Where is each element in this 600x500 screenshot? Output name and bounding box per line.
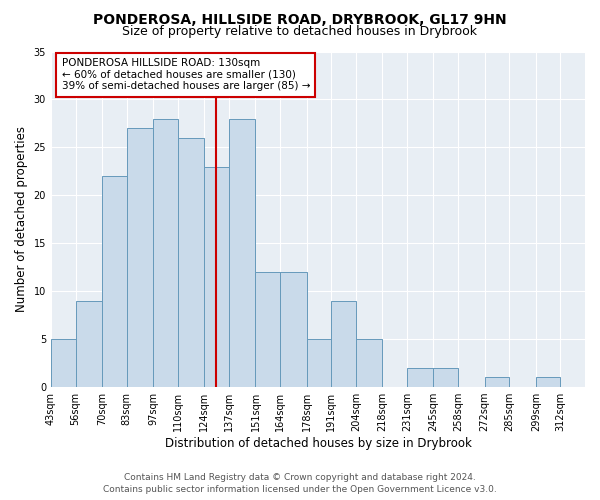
Bar <box>256 272 280 387</box>
Text: Size of property relative to detached houses in Drybrook: Size of property relative to detached ho… <box>122 25 478 38</box>
Bar <box>102 176 127 387</box>
Bar <box>178 138 205 387</box>
Bar <box>536 378 560 387</box>
Bar <box>76 301 102 387</box>
Bar <box>407 368 433 387</box>
Bar <box>51 339 76 387</box>
Bar <box>331 301 356 387</box>
Bar <box>433 368 458 387</box>
X-axis label: Distribution of detached houses by size in Drybrook: Distribution of detached houses by size … <box>164 437 472 450</box>
Bar <box>127 128 153 387</box>
Text: PONDEROSA, HILLSIDE ROAD, DRYBROOK, GL17 9HN: PONDEROSA, HILLSIDE ROAD, DRYBROOK, GL17… <box>93 12 507 26</box>
Bar <box>280 272 307 387</box>
Bar <box>153 118 178 387</box>
Text: PONDEROSA HILLSIDE ROAD: 130sqm
← 60% of detached houses are smaller (130)
39% o: PONDEROSA HILLSIDE ROAD: 130sqm ← 60% of… <box>62 58 310 92</box>
Bar <box>307 339 331 387</box>
Y-axis label: Number of detached properties: Number of detached properties <box>15 126 28 312</box>
Bar <box>229 118 256 387</box>
Bar <box>205 166 229 387</box>
Text: Contains HM Land Registry data © Crown copyright and database right 2024.
Contai: Contains HM Land Registry data © Crown c… <box>103 472 497 494</box>
Bar <box>485 378 509 387</box>
Bar <box>356 339 382 387</box>
